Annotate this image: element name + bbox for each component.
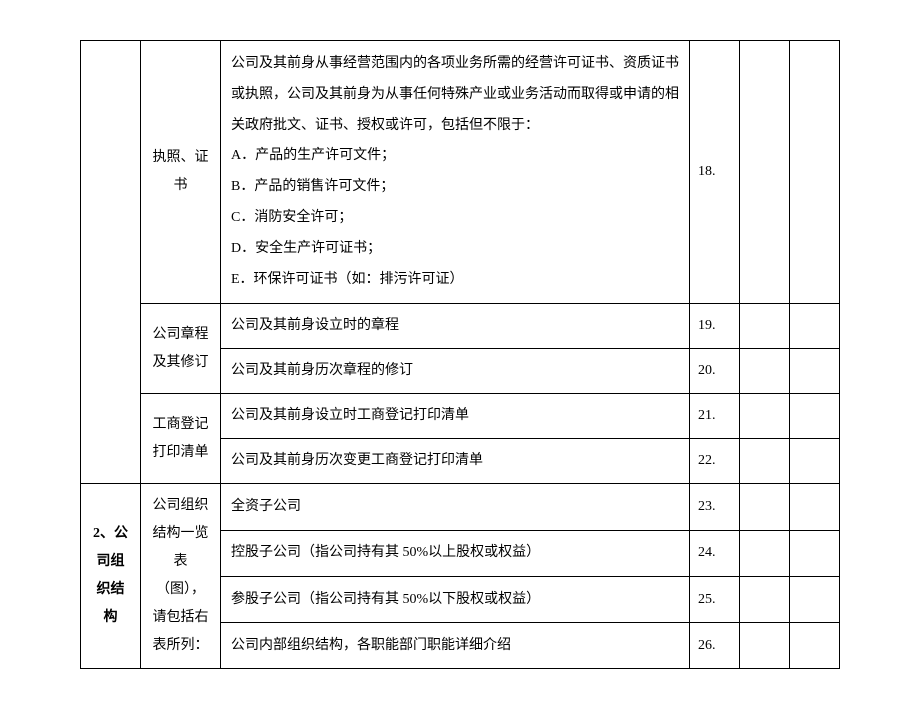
number-26: 26. — [690, 623, 740, 669]
description-wholly-owned: 全资子公司 — [221, 484, 690, 530]
number-21: 21. — [690, 394, 740, 439]
table-row: 公司章程及其修订 公司及其前身设立时的章程 19. — [81, 304, 840, 349]
blank-cell — [740, 394, 790, 439]
description-minority-owned: 参股子公司（指公司持有其 50%以下股权或权益） — [221, 576, 690, 622]
blank-cell — [740, 530, 790, 576]
description-internal-org: 公司内部组织结构，各职能部门职能详细介绍 — [221, 623, 690, 669]
category-org-chart: 公司组织结构一览表（图），请包括右表所列： — [141, 484, 221, 669]
blank-cell — [740, 439, 790, 484]
document-table: 执照、证书 公司及其前身从事经营范围内的各项业务所需的经营许可证书、资质证书或执… — [80, 40, 840, 669]
number-24: 24. — [690, 530, 740, 576]
blank-cell — [740, 41, 790, 304]
number-18: 18. — [690, 41, 740, 304]
description-articles-establish: 公司及其前身设立时的章程 — [221, 304, 690, 349]
blank-cell — [790, 530, 840, 576]
category-registration: 工商登记打印清单 — [141, 394, 221, 484]
blank-cell — [790, 41, 840, 304]
blank-cell — [790, 623, 840, 669]
blank-cell — [740, 576, 790, 622]
number-23: 23. — [690, 484, 740, 530]
blank-cell — [740, 349, 790, 394]
blank-cell — [790, 304, 840, 349]
category-license: 执照、证书 — [141, 41, 221, 304]
blank-cell — [790, 576, 840, 622]
blank-cell — [790, 394, 840, 439]
number-19: 19. — [690, 304, 740, 349]
blank-cell — [740, 304, 790, 349]
description-license: 公司及其前身从事经营范围内的各项业务所需的经营许可证书、资质证书或执照，公司及其… — [221, 41, 690, 304]
blank-cell — [790, 439, 840, 484]
blank-cell — [790, 484, 840, 530]
blank-cell — [740, 484, 790, 530]
description-majority-owned: 控股子公司（指公司持有其 50%以上股权或权益） — [221, 530, 690, 576]
section-org-structure: 2、公司组织结构 — [81, 484, 141, 669]
blank-cell — [740, 623, 790, 669]
description-registration-establish: 公司及其前身设立时工商登记打印清单 — [221, 394, 690, 439]
description-articles-amend: 公司及其前身历次章程的修订 — [221, 349, 690, 394]
number-22: 22. — [690, 439, 740, 484]
category-articles: 公司章程及其修订 — [141, 304, 221, 394]
section-cell-empty — [81, 41, 141, 484]
description-registration-change: 公司及其前身历次变更工商登记打印清单 — [221, 439, 690, 484]
blank-cell — [790, 349, 840, 394]
number-25: 25. — [690, 576, 740, 622]
table-row: 工商登记打印清单 公司及其前身设立时工商登记打印清单 21. — [81, 394, 840, 439]
table-row: 执照、证书 公司及其前身从事经营范围内的各项业务所需的经营许可证书、资质证书或执… — [81, 41, 840, 304]
number-20: 20. — [690, 349, 740, 394]
table-row: 2、公司组织结构 公司组织结构一览表（图），请包括右表所列： 全资子公司 23. — [81, 484, 840, 530]
